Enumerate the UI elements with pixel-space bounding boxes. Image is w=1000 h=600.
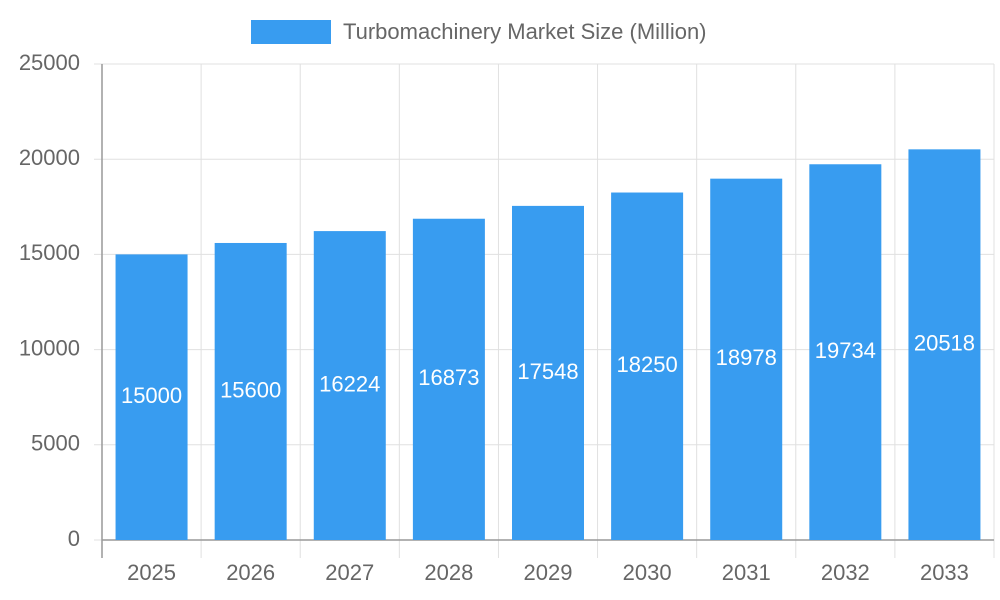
data-label: 17548 <box>517 359 578 384</box>
data-label: 16873 <box>418 365 479 390</box>
bar <box>115 254 188 540</box>
legend-label: Turbomachinery Market Size (Million) <box>343 19 707 44</box>
bar <box>710 178 783 540</box>
y-tick-label: 0 <box>68 526 80 551</box>
data-label: 15000 <box>121 383 182 408</box>
x-tick-label: 2025 <box>127 560 176 585</box>
x-tick-label: 2028 <box>424 560 473 585</box>
y-tick-label: 15000 <box>19 240 80 265</box>
data-label: 15600 <box>220 377 281 402</box>
bar <box>611 192 684 540</box>
x-tick-label: 2033 <box>920 560 969 585</box>
data-label: 18250 <box>617 352 678 377</box>
bar <box>809 164 882 540</box>
data-label: 19734 <box>815 338 876 363</box>
y-tick-label: 5000 <box>31 431 80 456</box>
bar <box>313 231 386 541</box>
y-tick-label: 10000 <box>19 335 80 360</box>
bar <box>412 218 485 540</box>
y-tick-label: 25000 <box>19 50 80 75</box>
x-tick-label: 2027 <box>325 560 374 585</box>
y-tick-label: 20000 <box>19 145 80 170</box>
x-tick-label: 2026 <box>226 560 275 585</box>
data-label: 18978 <box>716 345 777 370</box>
data-label: 16224 <box>319 371 380 396</box>
x-tick-label: 2030 <box>623 560 672 585</box>
bar <box>512 205 584 540</box>
x-tick-label: 2032 <box>821 560 870 585</box>
x-tick-label: 2029 <box>524 560 573 585</box>
bar <box>214 242 287 540</box>
x-tick-label: 2031 <box>722 560 771 585</box>
data-label: 20518 <box>914 330 975 355</box>
bar <box>908 149 981 540</box>
legend-swatch <box>251 20 331 44</box>
